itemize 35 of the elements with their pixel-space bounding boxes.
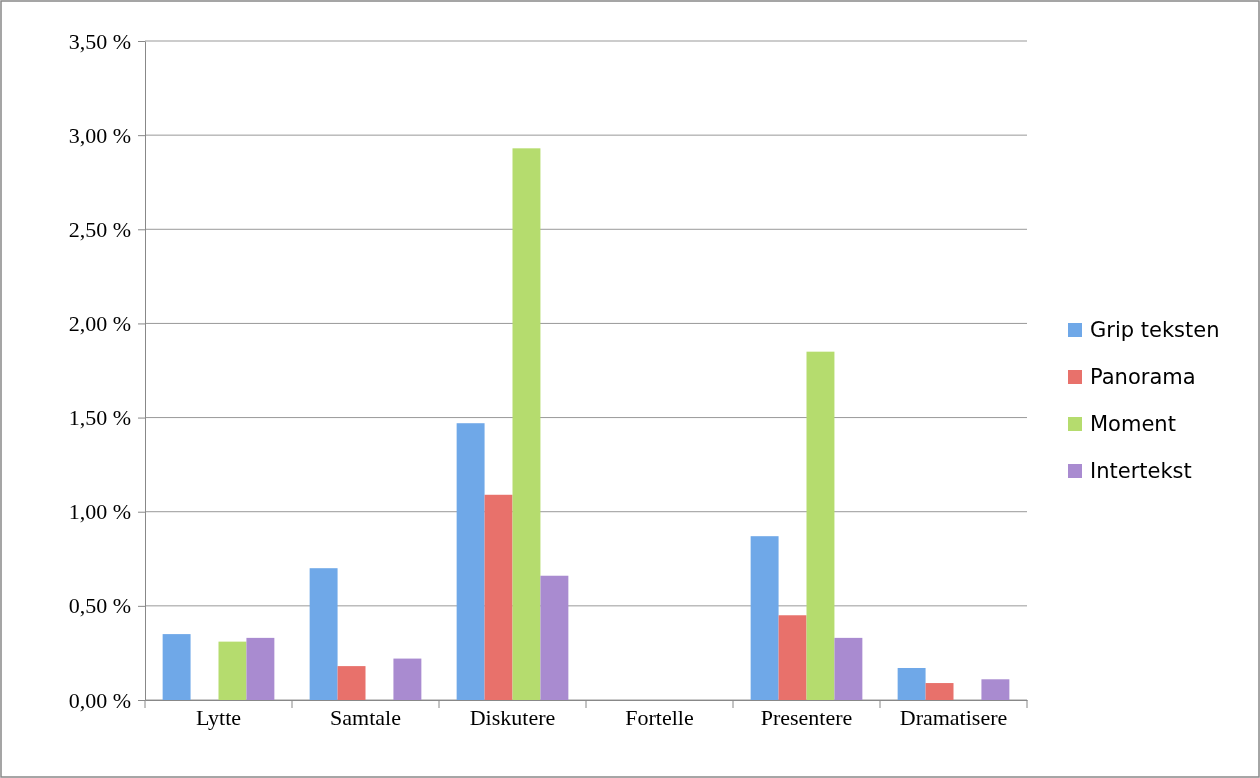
y-tick-label: 0,50 % (68, 593, 131, 619)
bar (456, 423, 485, 700)
y-tick-label: 3,50 % (68, 28, 131, 54)
y-tick-label: 1,50 % (68, 405, 131, 431)
y-tick-label: 1,00 % (68, 499, 131, 525)
bar (309, 568, 338, 700)
bar (162, 634, 191, 700)
bar (897, 667, 926, 700)
x-tick-label: Samtale (330, 705, 401, 730)
bar (806, 351, 835, 700)
bar (512, 148, 541, 700)
legend-label: Intertekst (1090, 459, 1192, 483)
legend-label: Panorama (1090, 365, 1196, 389)
x-tick-label: Dramatisere (899, 705, 1008, 730)
y-tick-label: 0,00 % (68, 687, 131, 713)
bar (540, 575, 569, 700)
y-tick-label: 3,00 % (68, 122, 131, 148)
x-tick-label: Lytte (195, 705, 242, 730)
bar (750, 536, 779, 700)
x-tick-label: Presentere (760, 705, 853, 730)
bar (337, 666, 366, 700)
legend-label: Moment (1090, 412, 1176, 436)
x-tick-label: Diskutere (469, 705, 556, 730)
y-tick-label: 2,50 % (68, 216, 131, 242)
x-tick-label: Fortelle (625, 705, 694, 730)
bar (393, 658, 422, 700)
bar (981, 679, 1010, 700)
bar (484, 494, 513, 700)
legend-label: Grip teksten (1090, 318, 1220, 342)
bar (834, 637, 863, 700)
bar (246, 637, 275, 700)
bar (925, 683, 954, 700)
bar (778, 615, 807, 700)
y-tick-label: 2,00 % (68, 310, 131, 336)
bar (218, 641, 247, 700)
